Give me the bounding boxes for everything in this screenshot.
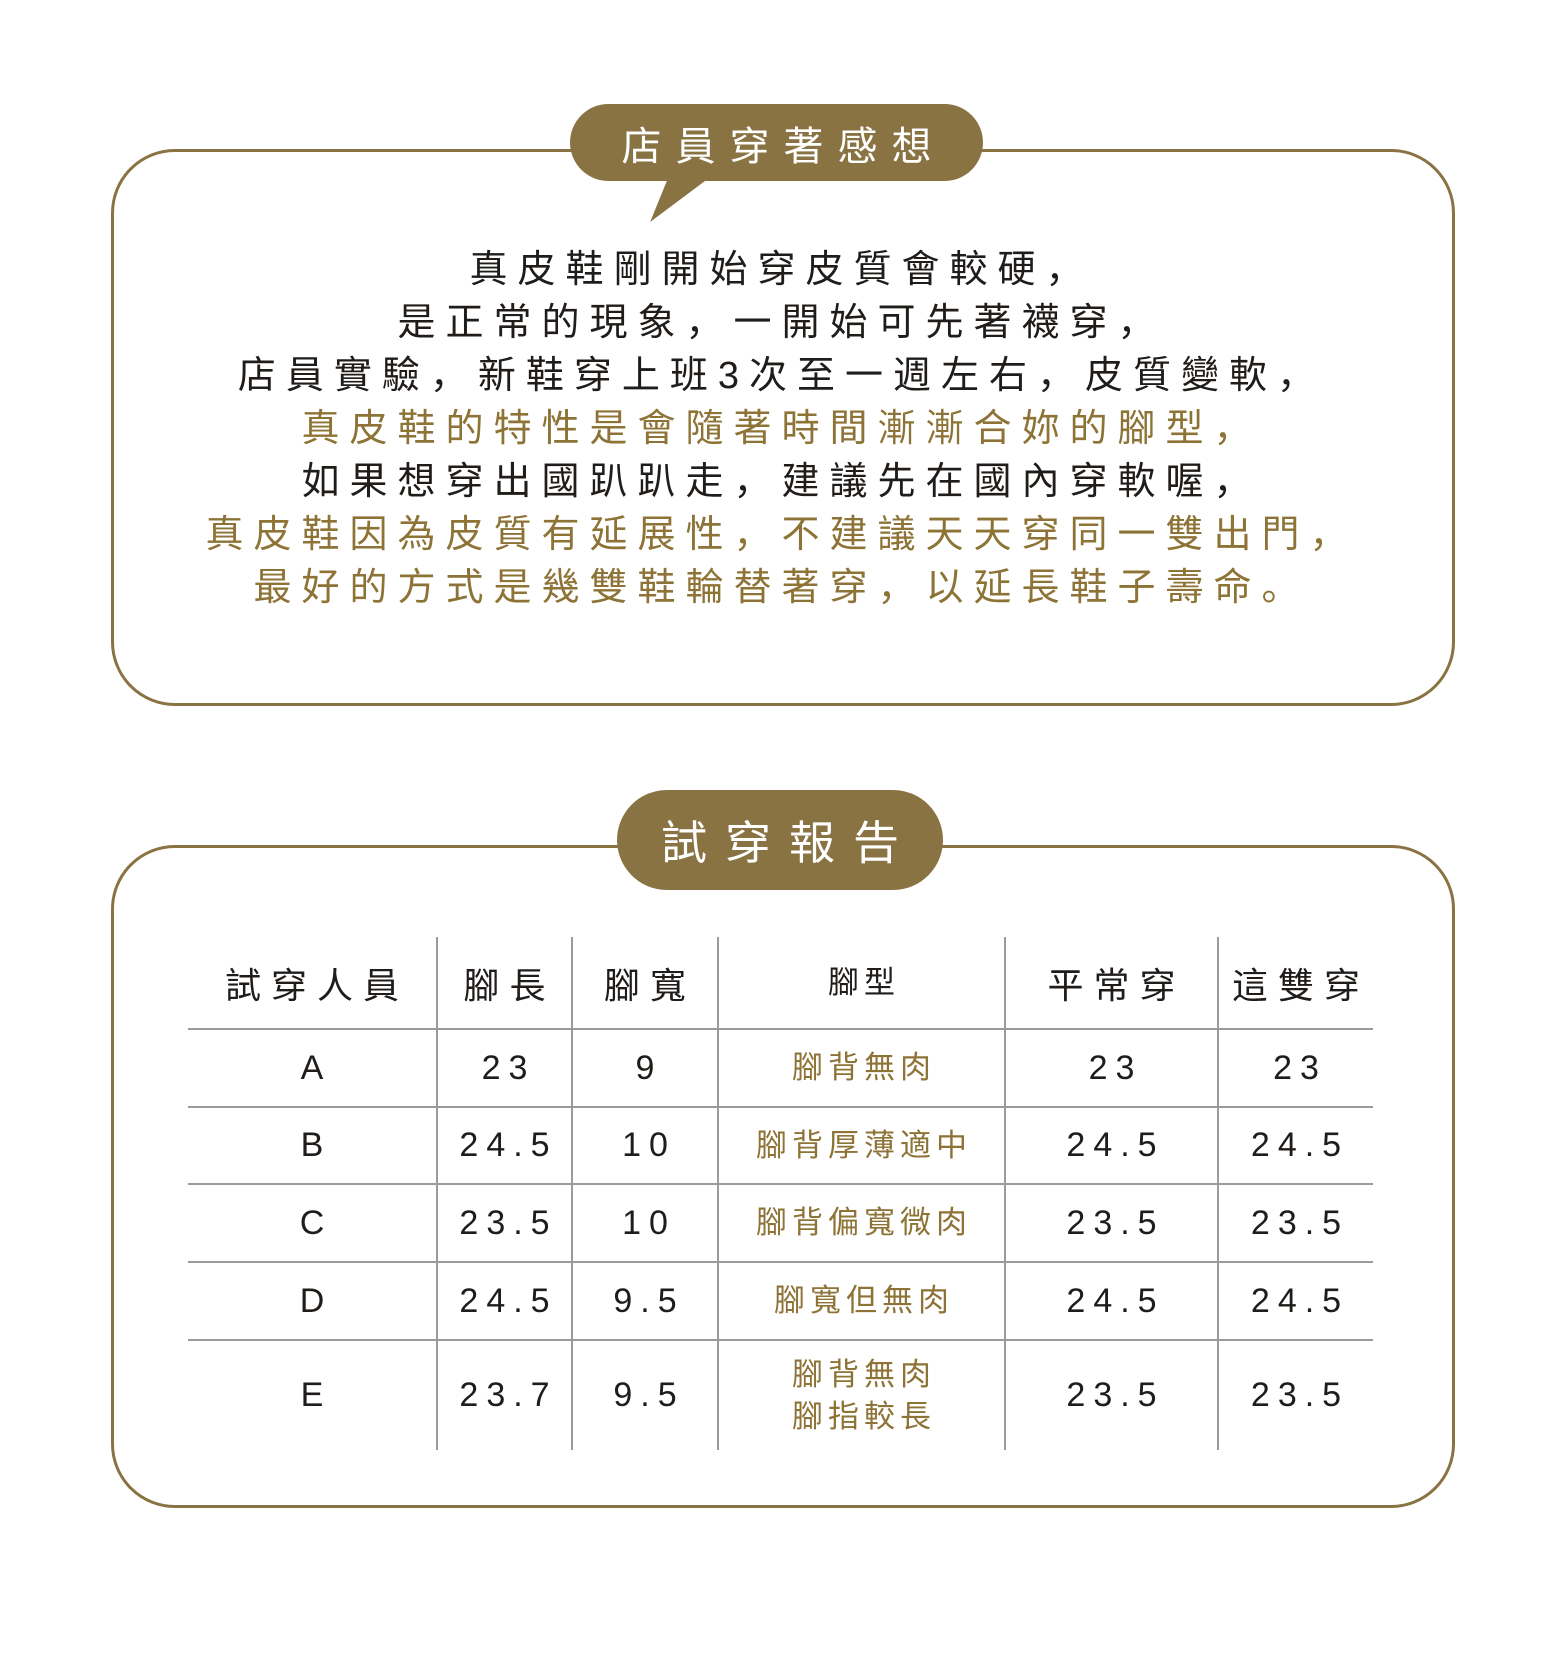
table-cell-foot-type: 腳背偏寬微肉 — [719, 1185, 1006, 1263]
table-cell: 24.5 — [438, 1108, 573, 1185]
table-cell-foot-type: 腳寬但無肉 — [719, 1263, 1006, 1341]
impressions-line: 店員實驗，新鞋穿上班3次至一週左右，皮質變軟， — [237, 355, 1326, 397]
table-header-this-pair: 這雙穿 — [1219, 937, 1373, 1030]
table-cell: 23.5 — [1219, 1185, 1373, 1263]
impressions-line: 如果想穿出國趴趴走，建議先在國內穿軟喔， — [301, 461, 1262, 503]
table-cell: E — [188, 1341, 438, 1450]
staff-impressions-panel — [111, 149, 1455, 706]
table-cell: 23 — [1219, 1030, 1373, 1108]
table-cell: 24.5 — [1006, 1263, 1219, 1341]
table-header-foot-length: 腳長 — [438, 937, 573, 1030]
table-cell: 23 — [438, 1030, 573, 1108]
table-cell: D — [188, 1263, 438, 1341]
table-cell: 9.5 — [573, 1341, 719, 1450]
table-cell: 23 — [1006, 1030, 1219, 1108]
table-cell: 24.5 — [1219, 1263, 1373, 1341]
impressions-line: 最好的方式是幾雙鞋輪替著穿，以延長鞋子壽命。 — [253, 567, 1310, 609]
impressions-line: 是正常的現象，一開始可先著襪穿， — [397, 302, 1166, 344]
table-cell: B — [188, 1108, 438, 1185]
tryon-report-panel — [111, 845, 1455, 1508]
table-cell-foot-type: 腳背無肉 腳指較長 — [719, 1341, 1006, 1450]
table-header-usual-size: 平常穿 — [1006, 937, 1219, 1030]
table-cell: 10 — [573, 1185, 719, 1263]
staff-impressions-title: 店員穿著感想 — [621, 124, 946, 169]
table-cell: C — [188, 1185, 438, 1263]
table-cell: 23.5 — [1006, 1341, 1219, 1450]
impressions-text-block: 真皮鞋剛開始穿皮質會較硬， 是正常的現象，一開始可先著襪穿， 店員實驗，新鞋穿上… — [111, 244, 1452, 615]
table-cell: 23.5 — [1006, 1185, 1219, 1263]
impressions-line: 真皮鞋剛開始穿皮質會較硬， — [469, 249, 1094, 291]
table-cell: 24.5 — [1219, 1108, 1373, 1185]
impressions-line: 真皮鞋因為皮質有延展性，不建議天天穿同一雙出門， — [205, 514, 1358, 556]
table-cell: 23.5 — [438, 1185, 573, 1263]
table-header-foot-width: 腳寬 — [573, 937, 719, 1030]
tryon-report-table: 試穿人員 腳長 腳寬 腳型 平常穿 這雙穿 A 23 9 腳背無肉 23 23 … — [188, 937, 1373, 1450]
table-cell: 23.5 — [1250, 1376, 1350, 1414]
table-header-foot-type: 腳型 — [719, 937, 1006, 1030]
tryon-report-title-pill: 試穿報告 — [617, 790, 943, 890]
impressions-line: 真皮鞋的特性是會隨著時間漸漸合妳的腳型， — [301, 408, 1262, 450]
table-cell: 10 — [573, 1108, 719, 1185]
tryon-report-title: 試穿報告 — [661, 817, 917, 869]
table-cell-foot-type: 腳背厚薄適中 — [719, 1108, 1006, 1185]
table-cell: 9 — [573, 1030, 719, 1108]
table-cell: 24.5 — [438, 1263, 573, 1341]
table-cell: 9.5 — [573, 1263, 719, 1341]
table-cell: 24.5 — [1006, 1108, 1219, 1185]
table-cell: 23.7 — [438, 1341, 573, 1450]
staff-impressions-title-bubble: 店員穿著感想 — [570, 104, 983, 181]
table-cell: A — [188, 1030, 438, 1108]
table-cell-foot-type: 腳背無肉 — [719, 1030, 1006, 1108]
table-header-tester: 試穿人員 — [188, 937, 438, 1030]
